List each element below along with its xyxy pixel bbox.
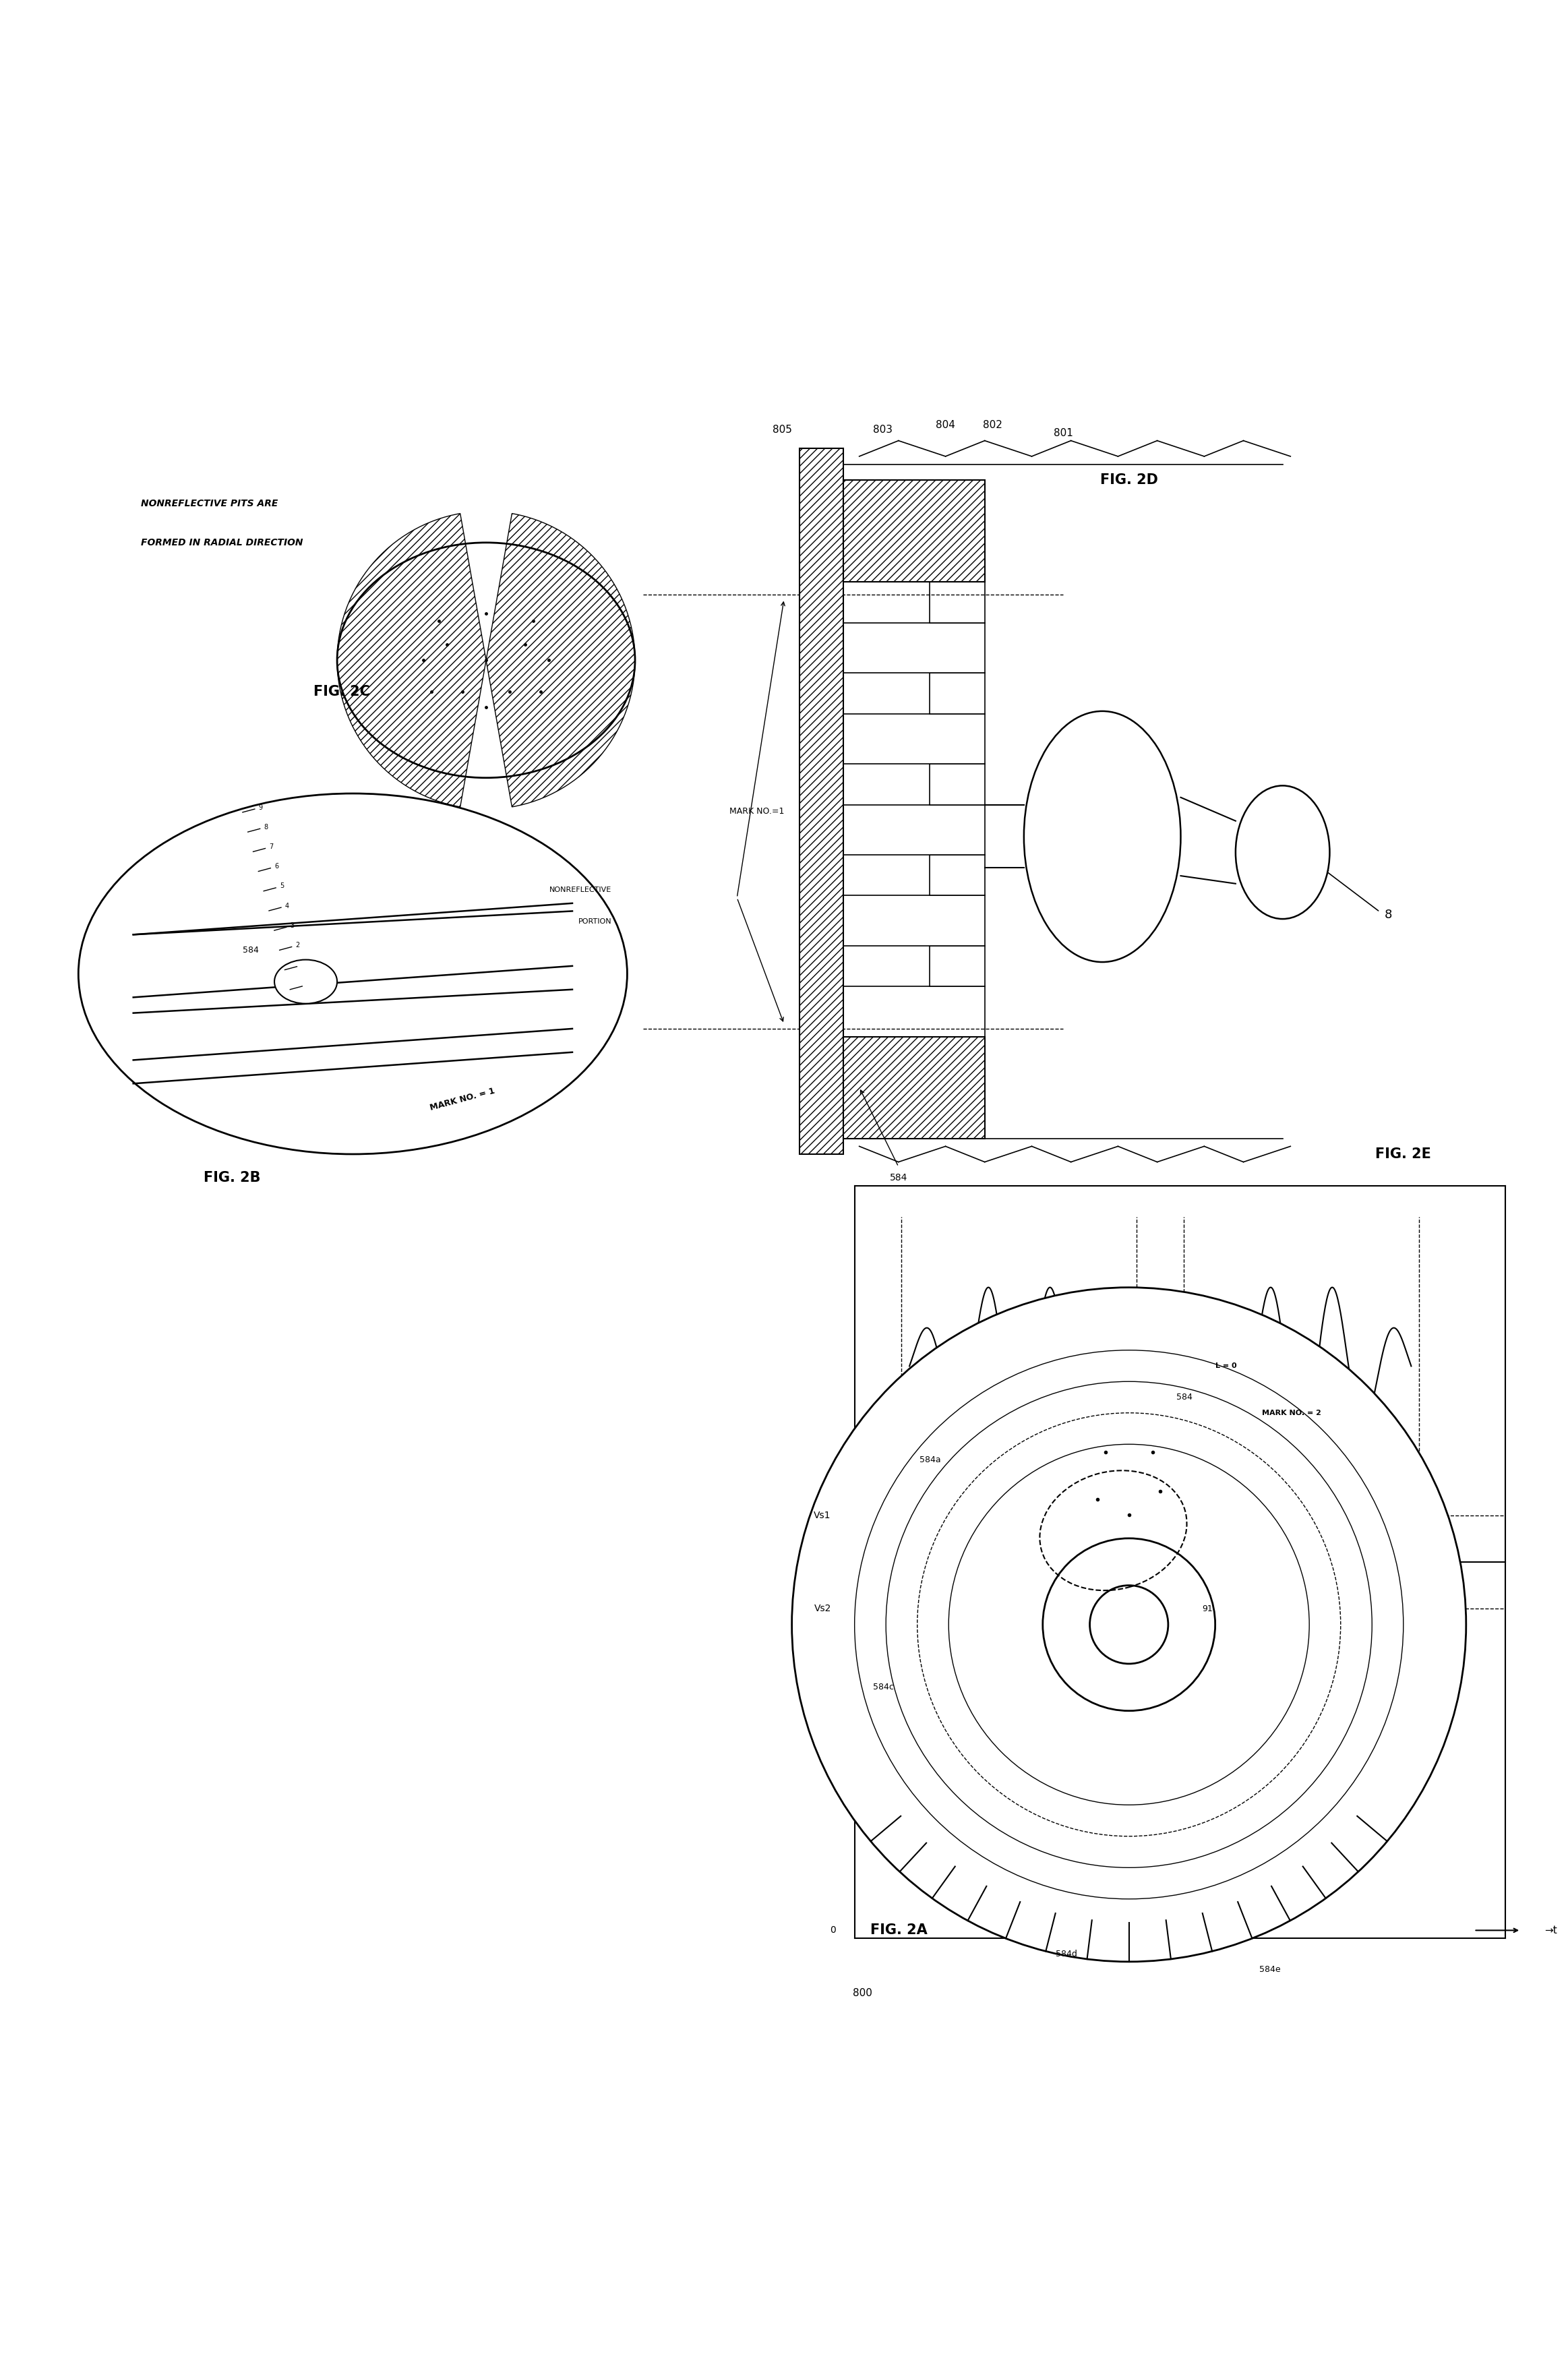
Bar <box>844 1036 985 1138</box>
Text: 584c: 584c <box>873 1683 894 1691</box>
Text: L = 0: L = 0 <box>1215 1363 1237 1368</box>
Text: NONREFLECTIVE PITS ARE: NONREFLECTIVE PITS ARE <box>141 498 278 507</box>
Text: 3: 3 <box>290 922 295 929</box>
Text: PORTION: PORTION <box>579 918 612 925</box>
Text: 800: 800 <box>853 1987 872 1999</box>
Ellipse shape <box>1024 711 1181 963</box>
Bar <box>930 946 985 986</box>
Bar <box>844 896 985 946</box>
Text: 584: 584 <box>243 946 259 956</box>
Text: 804: 804 <box>936 420 955 429</box>
Text: FIG. 2C: FIG. 2C <box>314 685 370 699</box>
Text: 584: 584 <box>889 1174 908 1183</box>
Text: 801: 801 <box>1054 427 1073 439</box>
Text: 802: 802 <box>983 420 1002 429</box>
Bar <box>844 479 985 581</box>
Text: 4: 4 <box>285 903 289 908</box>
Text: 7: 7 <box>270 844 273 851</box>
Bar <box>844 714 985 763</box>
Text: MARK NO. = 1: MARK NO. = 1 <box>430 1086 495 1112</box>
Text: 0: 0 <box>829 1925 836 1935</box>
Bar <box>930 673 985 714</box>
Bar <box>800 448 844 1155</box>
Text: Vs2: Vs2 <box>814 1603 831 1612</box>
Text: FIG. 2B: FIG. 2B <box>204 1171 260 1186</box>
Bar <box>930 581 985 624</box>
Text: NONREFLECTIVE: NONREFLECTIVE <box>549 887 612 894</box>
Circle shape <box>1090 1586 1168 1664</box>
Bar <box>844 986 985 1036</box>
Text: Vs1: Vs1 <box>814 1510 831 1520</box>
Text: 1: 1 <box>301 963 306 967</box>
Circle shape <box>792 1287 1466 1961</box>
Text: FIG. 2E: FIG. 2E <box>1375 1148 1432 1162</box>
Text: 91: 91 <box>1203 1605 1212 1612</box>
Bar <box>844 804 985 854</box>
Text: 2: 2 <box>296 941 299 948</box>
Text: 584: 584 <box>1176 1392 1192 1401</box>
Text: 805: 805 <box>773 424 792 434</box>
Bar <box>930 854 985 896</box>
Text: 8: 8 <box>263 823 268 830</box>
Text: 803: 803 <box>873 424 892 434</box>
Text: 6: 6 <box>274 863 279 870</box>
Bar <box>930 763 985 804</box>
Ellipse shape <box>337 543 635 778</box>
Text: 584e: 584e <box>1259 1966 1281 1975</box>
Text: FIG. 2A: FIG. 2A <box>870 1923 927 1937</box>
Bar <box>844 624 985 673</box>
Text: MARK NO. = 2: MARK NO. = 2 <box>1262 1408 1322 1415</box>
Ellipse shape <box>274 960 337 1003</box>
Text: MARK NO.=1: MARK NO.=1 <box>729 806 784 816</box>
Text: 0: 0 <box>306 982 310 989</box>
Text: 9: 9 <box>259 804 263 811</box>
Ellipse shape <box>78 794 627 1155</box>
Text: FIG. 2D: FIG. 2D <box>1101 474 1157 486</box>
Text: 8: 8 <box>1385 908 1392 920</box>
Text: FORMED IN RADIAL DIRECTION: FORMED IN RADIAL DIRECTION <box>141 538 303 548</box>
Text: →t: →t <box>1544 1925 1557 1935</box>
Text: 584d: 584d <box>1055 1949 1077 1958</box>
Ellipse shape <box>1236 785 1330 920</box>
Text: 5: 5 <box>279 882 284 889</box>
Circle shape <box>1043 1539 1215 1712</box>
Text: 584a: 584a <box>919 1456 941 1465</box>
